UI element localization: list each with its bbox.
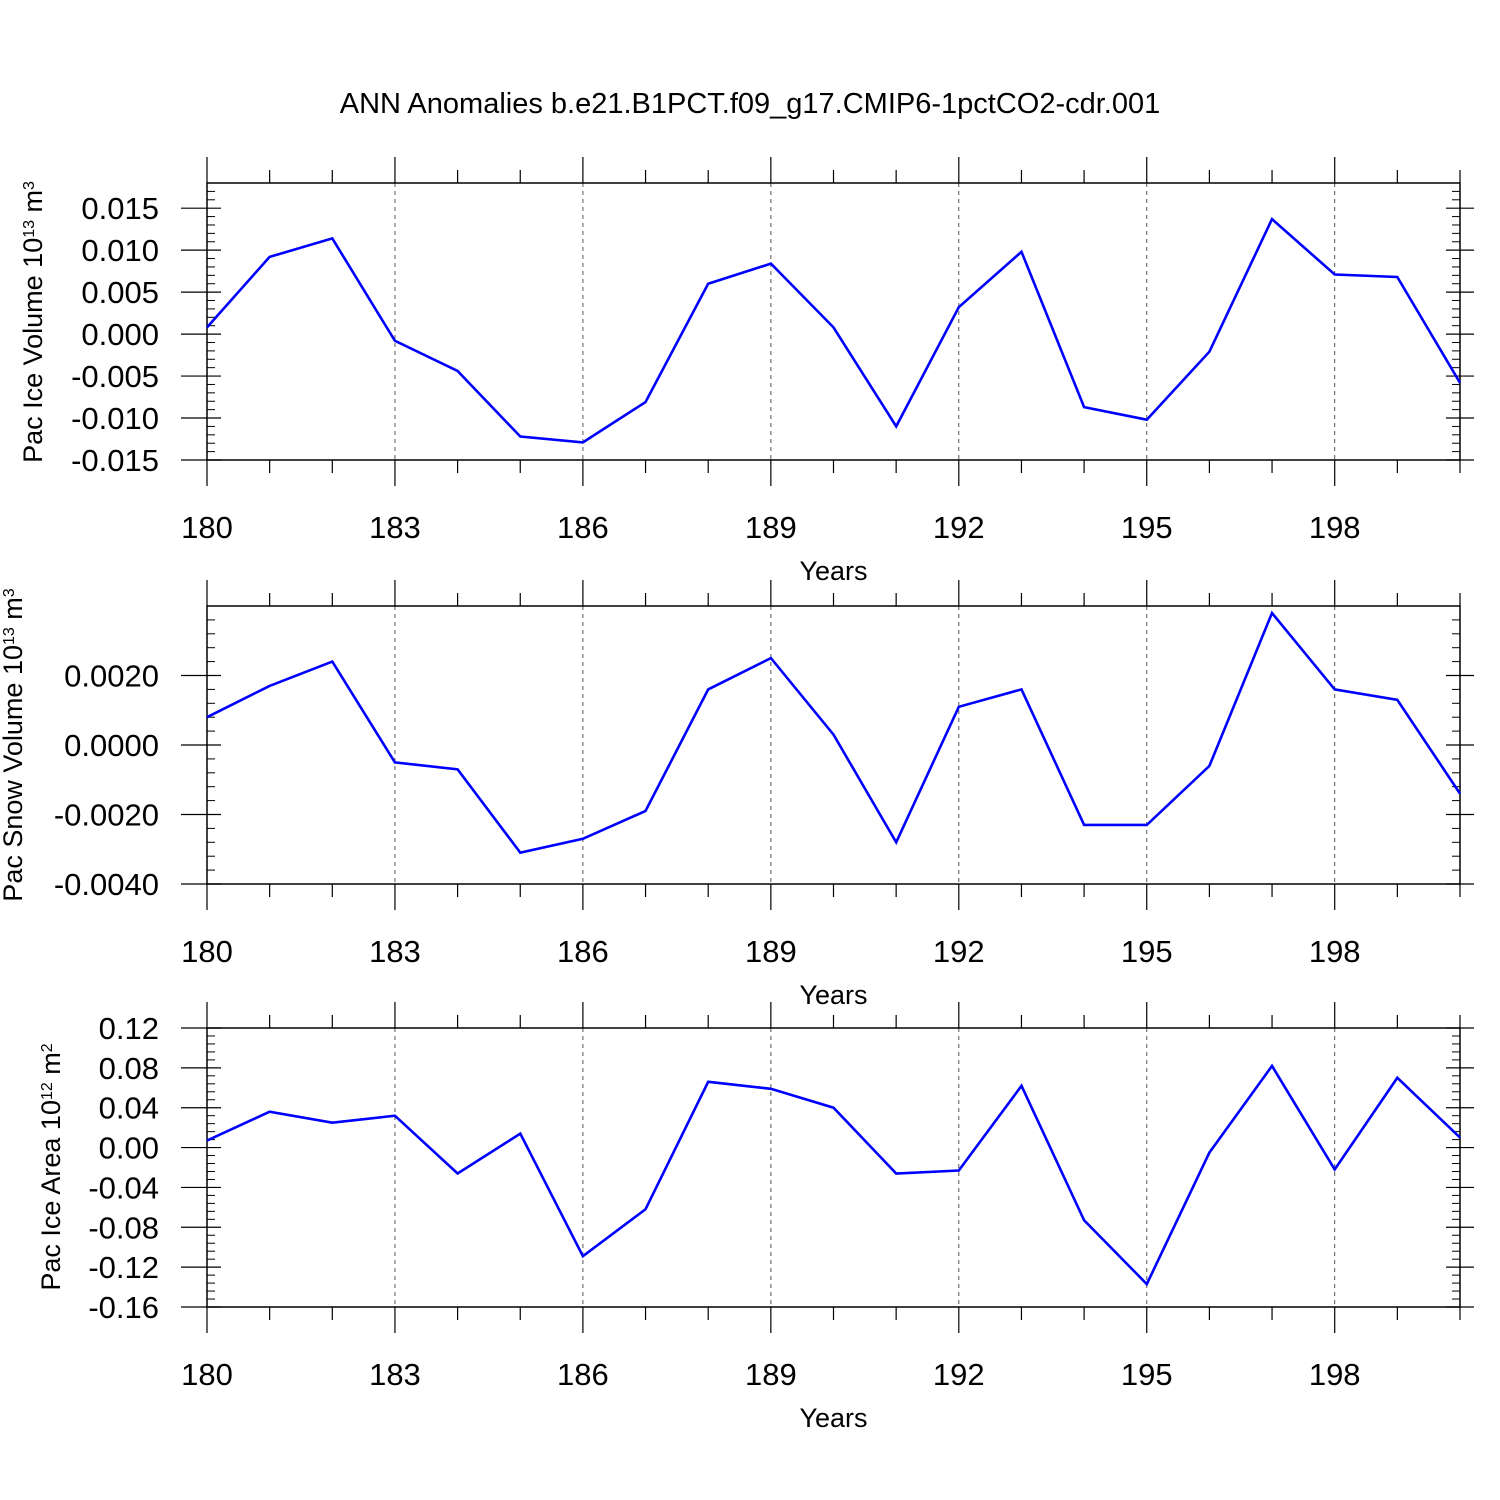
panel-3-xtick-label: 192 bbox=[933, 1357, 985, 1392]
panel-3-ytick-label: 0.04 bbox=[99, 1091, 159, 1126]
panel-2-ytick-label: 0.0020 bbox=[64, 659, 159, 694]
panel-2-ytick-label: -0.0020 bbox=[54, 798, 159, 833]
panel-2-xlabel: Years bbox=[799, 980, 867, 1010]
panel-1-xtick-label: 180 bbox=[181, 510, 233, 545]
panel-2-xtick-label: 186 bbox=[557, 934, 609, 969]
panel-2-xtick-label: 192 bbox=[933, 934, 985, 969]
panel-1-ytick-label: -0.005 bbox=[71, 359, 159, 394]
panel-3-ytick-label: 0.08 bbox=[99, 1051, 159, 1086]
panel-2-xtick-label: 180 bbox=[181, 934, 233, 969]
panel-1-ytick-label: -0.015 bbox=[71, 443, 159, 478]
panel-3-ytick-label: -0.16 bbox=[88, 1290, 159, 1325]
panel-1-xtick-label: 186 bbox=[557, 510, 609, 545]
panel-2-series-line bbox=[206, 610, 1462, 855]
panel-1-xtick-label: 183 bbox=[369, 510, 421, 545]
panel-3-xtick-label: 180 bbox=[181, 1357, 233, 1392]
chart-title: ANN Anomalies b.e21.B1PCT.f09_g17.CMIP6-… bbox=[339, 88, 1161, 120]
panel-2-xtick-label: 195 bbox=[1121, 934, 1173, 969]
panel-3-xtick-label: 189 bbox=[745, 1357, 797, 1392]
panel-2-ytick-label: 0.0000 bbox=[64, 728, 159, 763]
panel-2-xtick-label: 183 bbox=[369, 934, 421, 969]
panel-2-xtick-label: 189 bbox=[745, 934, 797, 969]
panel-1-ytick-label: 0.015 bbox=[81, 191, 159, 226]
panel-1-xtick-label: 192 bbox=[933, 510, 985, 545]
panel-2-xtick-label: 198 bbox=[1309, 934, 1361, 969]
panel-1-ytick-label: 0.010 bbox=[81, 233, 159, 268]
panel-3-ytick-label: -0.12 bbox=[88, 1250, 159, 1285]
panel-2-ylabel: Pac Snow Volume 1013 m3 bbox=[0, 588, 28, 901]
panel-3-xtick-label: 198 bbox=[1309, 1357, 1361, 1392]
panel-1-xtick-label: 189 bbox=[745, 510, 797, 545]
panel-1-xtick-label: 195 bbox=[1121, 510, 1173, 545]
panel-1-series-line bbox=[206, 216, 1462, 444]
panel-1-xlabel: Years bbox=[799, 556, 867, 586]
panel-1-xtick-label: 198 bbox=[1309, 510, 1361, 545]
panel-3-series-line bbox=[206, 1063, 1461, 1287]
panel-3-ytick-label: -0.08 bbox=[88, 1210, 159, 1245]
panel-1-ytick-label: -0.010 bbox=[71, 401, 159, 436]
panel-3-xtick-label: 195 bbox=[1121, 1357, 1173, 1392]
panel-1-ytick-label: 0.000 bbox=[81, 317, 159, 352]
panel-2-ytick-label: -0.0040 bbox=[54, 867, 159, 902]
panel-3-ytick-label: 0.00 bbox=[99, 1131, 159, 1166]
panel-3-ytick-label: -0.04 bbox=[88, 1170, 159, 1205]
panel-3-xtick-label: 183 bbox=[369, 1357, 421, 1392]
panel-1-ytick-label: 0.005 bbox=[81, 275, 159, 310]
panel-3-ytick-label: 0.12 bbox=[99, 1011, 159, 1046]
panel-3-xlabel: Years bbox=[799, 1403, 867, 1433]
panel-3-ylabel: Pac Ice Area 1012 m2 bbox=[36, 1043, 66, 1290]
panel-3-xtick-label: 186 bbox=[557, 1357, 609, 1392]
panel-1-ylabel: Pac Ice Volume 1013 m3 bbox=[18, 181, 48, 463]
